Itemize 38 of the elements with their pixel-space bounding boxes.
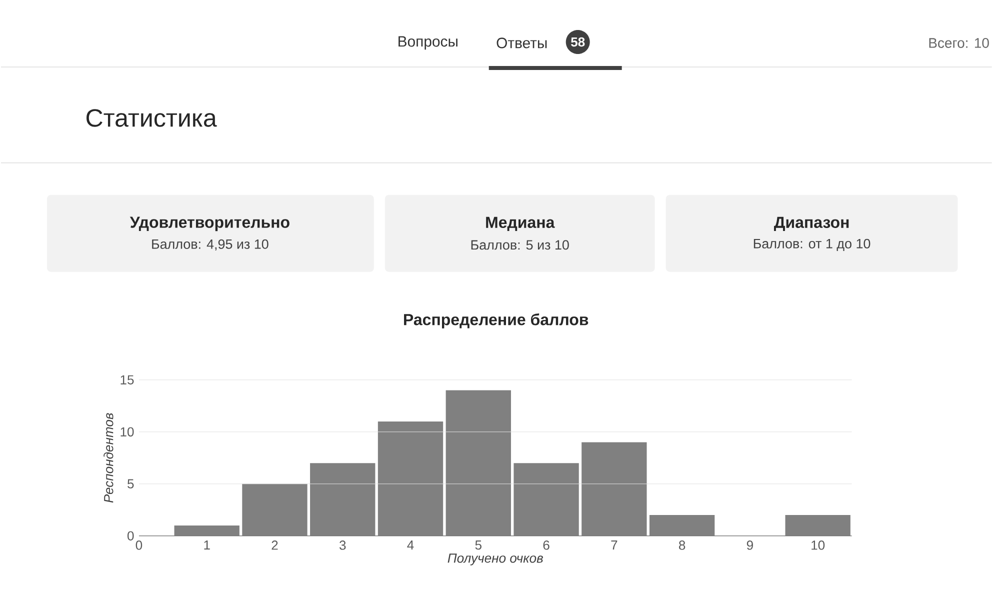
text: Медиана (486, 216, 555, 232)
text: Баллов: от 1 до 10 (754, 238, 870, 252)
y-tick-label: 5 (128, 479, 134, 488)
bar (310, 463, 376, 536)
text: Баллов: 4,95 из 10 (152, 239, 268, 251)
y-tick-label: 0 (127, 531, 134, 541)
bar (649, 515, 715, 536)
bar (514, 463, 579, 536)
text: Вопросы (398, 36, 458, 50)
y-axis-title: Респондентов (104, 413, 114, 503)
x-tick-label: 4 (407, 540, 414, 550)
chart-title: Распределение баллов (404, 313, 588, 329)
y-tick-label: 10 (120, 427, 134, 437)
text: Диапазон (774, 216, 849, 232)
x-axis-title: Получено очков (448, 554, 543, 566)
text: 58 (570, 37, 585, 47)
y-tick-label: 15 (120, 375, 134, 385)
bar (174, 526, 240, 536)
bar (242, 484, 308, 536)
x-tick-label: 9 (746, 540, 753, 550)
text: Удовлетворительно (130, 216, 290, 232)
x-tick-label: 10 (812, 540, 825, 550)
text: Статистика (86, 109, 217, 127)
x-tick-label: 3 (339, 540, 346, 550)
text: Баллов: 5 из 10 (471, 240, 569, 250)
x-tick-label: 5 (475, 540, 482, 550)
x-tick-label: 6 (543, 540, 550, 550)
x-tick-label: 2 (272, 540, 278, 550)
text: Ответы (496, 38, 547, 48)
x-tick-label: 8 (678, 540, 686, 550)
x-tick-label: 7 (611, 540, 618, 550)
bar (785, 515, 850, 536)
x-tick-label: 1 (204, 540, 210, 550)
bar (378, 422, 444, 536)
text: Всего: 10 (929, 38, 989, 48)
x-tick-label: 0 (136, 540, 142, 550)
bar (582, 442, 647, 536)
bar (446, 390, 511, 536)
